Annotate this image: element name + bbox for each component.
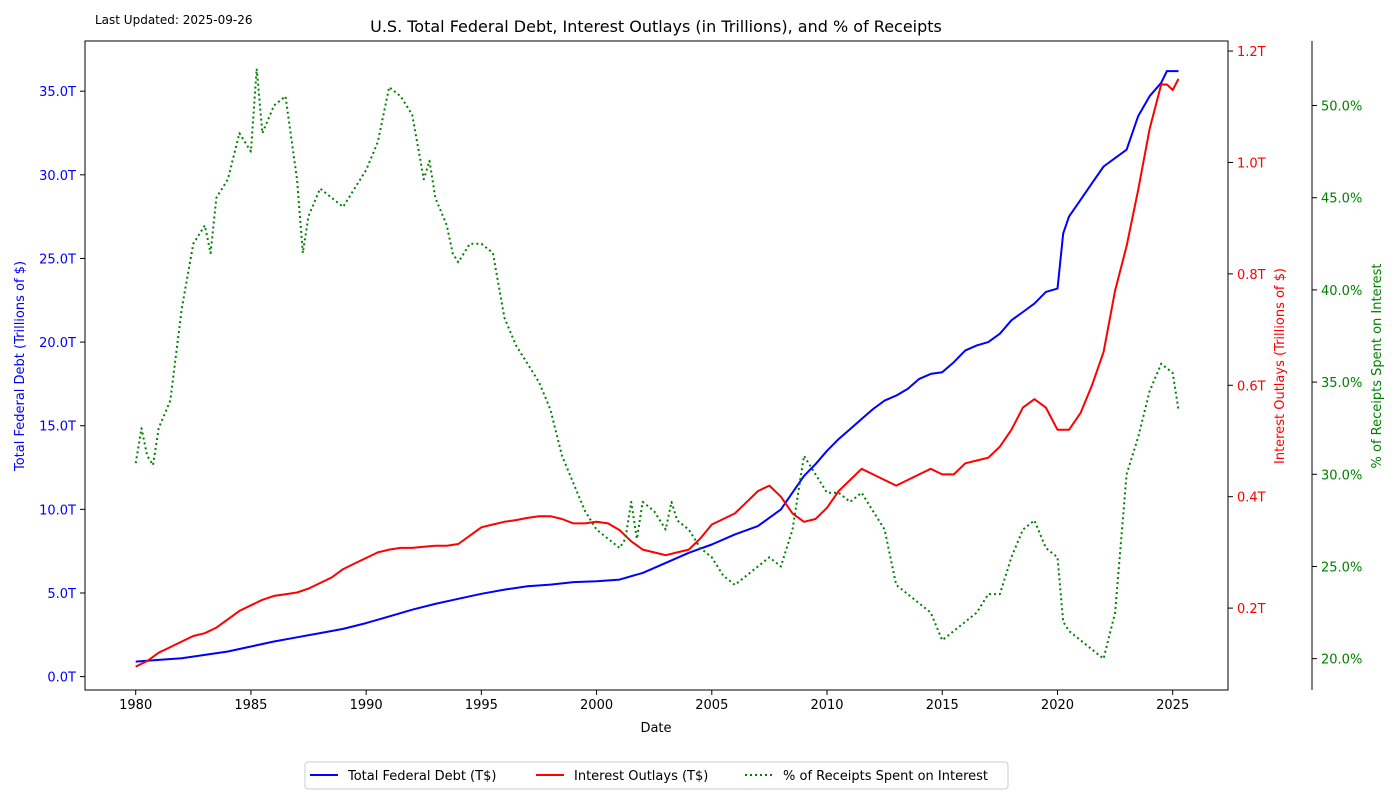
x-tick-label: 1980 bbox=[119, 698, 152, 713]
left-y-tick-label: 0.0T bbox=[47, 671, 76, 686]
left-y-tick-label: 10.0T bbox=[39, 503, 76, 518]
right2-y-tick-label: 25.0% bbox=[1321, 560, 1362, 575]
x-tick-label: 2000 bbox=[580, 698, 613, 713]
x-tick-label: 2020 bbox=[1041, 698, 1074, 713]
left-y-axis-label: Total Federal Debt (Trillions of $) bbox=[13, 261, 28, 472]
right-y-tick-label: 1.2T bbox=[1237, 45, 1266, 60]
right-y-axis: 0.2T 0.4T 0.6T 0.8T 1.0T 1.2T bbox=[1228, 45, 1266, 617]
right-y-tick-label: 0.4T bbox=[1237, 491, 1266, 506]
chart-title: U.S. Total Federal Debt, Interest Outlay… bbox=[370, 17, 942, 36]
last-updated-label: Last Updated: 2025-09-26 bbox=[95, 13, 252, 27]
right-y-tick-label: 0.8T bbox=[1237, 268, 1266, 283]
right2-y-axis: 20.0% 25.0% 30.0% 35.0% 40.0% 45.0% 50.0% bbox=[1311, 41, 1362, 690]
right-y-tick-label: 1.0T bbox=[1237, 156, 1266, 171]
x-tick-label: 2015 bbox=[926, 698, 959, 713]
x-tick-label: 2010 bbox=[810, 698, 843, 713]
right2-y-axis-label: % of Receipts Spent on Interest bbox=[1370, 264, 1385, 469]
right-y-axis-label: Interest Outlays (Trillions of $) bbox=[1273, 268, 1288, 464]
x-tick-label: 1995 bbox=[465, 698, 498, 713]
left-y-tick-label: 15.0T bbox=[39, 420, 76, 435]
left-y-tick-label: 35.0T bbox=[39, 85, 76, 100]
legend: Total Federal Debt (T$) Interest Outlays … bbox=[304, 761, 1009, 790]
right2-y-tick-label: 50.0% bbox=[1321, 100, 1362, 115]
x-tick-label: 2025 bbox=[1156, 698, 1189, 713]
series-line-debt bbox=[135, 70, 1179, 663]
left-y-tick-label: 25.0T bbox=[39, 252, 76, 267]
series-line-percent bbox=[134, 67, 1180, 660]
legend-box bbox=[304, 761, 1009, 790]
x-tick-label: 2005 bbox=[695, 698, 728, 713]
left-y-tick-label: 30.0T bbox=[39, 169, 76, 184]
legend-label: Total Federal Debt (T$) bbox=[347, 769, 496, 784]
right-y-tick-label: 0.6T bbox=[1237, 379, 1266, 394]
plot-frame bbox=[84, 40, 1229, 691]
x-tick-label: 1990 bbox=[350, 698, 383, 713]
right2-y-tick-label: 30.0% bbox=[1321, 468, 1362, 483]
right-y-tick-label: 0.2T bbox=[1237, 602, 1266, 617]
left-y-tick-label: 5.0T bbox=[47, 587, 76, 602]
x-tick-label: 1985 bbox=[234, 698, 267, 713]
plot-lines bbox=[134, 67, 1180, 668]
x-axis: 1980 1985 1990 1995 2000 2005 2010 2015 2020 2025 bbox=[119, 690, 1189, 713]
legend-label: % of Receipts Spent on Interest bbox=[783, 769, 988, 784]
left-y-tick-label: 20.0T bbox=[39, 336, 76, 351]
right2-y-tick-label: 45.0% bbox=[1321, 192, 1362, 207]
x-axis-label: Date bbox=[640, 721, 671, 736]
series-line-interest bbox=[135, 78, 1180, 668]
left-y-axis: 0.0T 5.0T 10.0T 15.0T 20.0T 25.0T 30.0T 35.0T bbox=[39, 85, 85, 686]
right2-y-tick-label: 20.0% bbox=[1321, 653, 1362, 668]
right2-y-tick-label: 40.0% bbox=[1321, 284, 1362, 299]
right2-y-tick-label: 35.0% bbox=[1321, 376, 1362, 391]
legend-label: Interest Outlays (T$) bbox=[574, 769, 708, 784]
